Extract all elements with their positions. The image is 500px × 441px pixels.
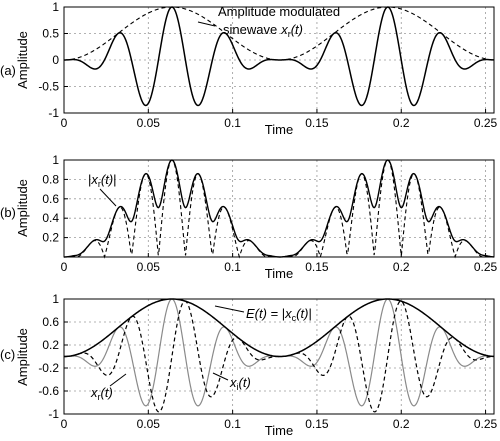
- panel-a: 0 0.05 0.1 0.15 0.2 0.25 -1 -0.5 0 0.5 1 (a) Ampli…: [0, 0, 498, 137]
- panel-b-xtick-label: 0.05: [137, 260, 161, 274]
- panel-a-annotation-pointer: [197, 21, 216, 27]
- panel-b: 0 0.05 0.1 0.15 0.2 0.25 0.2 0.4 0.6 0.8 1 (b) Amp…: [0, 153, 498, 281]
- panel-b-xtick-label: 0: [61, 260, 68, 274]
- panel-b-abs-curve: [63, 159, 495, 259]
- panel-c-ytick-label: -0.2: [38, 361, 59, 375]
- panel-a-ytick-label: -0.5: [38, 80, 59, 94]
- panel-b-annotation-prefix: |: [88, 172, 91, 187]
- panel-c-annotation-envelope: E(t) = |xc(t)|: [246, 306, 312, 323]
- panel-c-xi-symbol: x: [229, 375, 237, 390]
- panel-b-label: (b): [0, 205, 16, 220]
- panel-b-xtick-label: 0.1: [224, 260, 241, 274]
- panel-b-ytick-label: 1: [52, 153, 59, 167]
- panel-a-annotation-symbol: x: [280, 22, 288, 37]
- panel-a-annotation-arg: (t): [291, 22, 303, 37]
- panel-b-xtick-label: 0.2: [393, 260, 410, 274]
- panel-b-ytick-label: 0.6: [42, 192, 59, 206]
- panel-c-xi-sub: i: [237, 382, 239, 392]
- panel-b-xtick-label: 0.15: [305, 260, 329, 274]
- panel-b-annotation-arg: (t): [101, 172, 113, 187]
- panel-c-envelope-pointer: [214, 305, 245, 313]
- panel-a-ytick-label: 1: [52, 0, 59, 14]
- panel-c-ytick-label: -1: [48, 407, 59, 421]
- panel-c-env-arg2: (t): [296, 306, 308, 321]
- panel-a-annotation-line2: sinewave xr(t): [223, 22, 303, 39]
- panel-c-annotation-xi: xi(t): [229, 375, 251, 392]
- panel-a-annotation-sub: r: [288, 29, 291, 39]
- panel-c-grid: [64, 299, 494, 414]
- panel-a-xtick-label: 0.05: [137, 116, 161, 130]
- panel-a-ytick-label: 0: [52, 53, 59, 67]
- panel-a-ytick-label: -1: [48, 106, 59, 120]
- panel-c-xtick-label: 0.1: [224, 417, 241, 431]
- panel-a-xtick-label: 0.15: [305, 116, 329, 130]
- panel-c-xr-symbol: x: [90, 385, 98, 400]
- panel-a-label: (a): [0, 63, 16, 78]
- panel-b-hilbert-curve: [63, 159, 495, 258]
- panel-c-xr-pointer: [109, 373, 127, 387]
- panel-c-ytick-label: -0.6: [38, 384, 59, 398]
- panel-a-xtick-label: 0.1: [224, 116, 241, 130]
- panel-b-annotation: |xr(t)|: [88, 172, 117, 189]
- panel-c-xr-sub: r: [98, 392, 101, 402]
- panel-a-signal-curve: [63, 6, 495, 107]
- panel-a-xtick-label: 0.25: [474, 116, 498, 130]
- panel-c-env-eq: = |: [267, 306, 285, 321]
- panel-c-label: (c): [0, 347, 15, 362]
- panel-c-annotation-xr: xr(t): [90, 385, 113, 402]
- panel-b-annotation-symbol: x: [90, 172, 98, 187]
- panel-b-frame: [63, 159, 495, 258]
- panel-c-xr-arg: (t): [101, 385, 113, 400]
- panel-c-ytick-label: 0.2: [42, 338, 59, 352]
- panel-c-xtick-label: 0: [61, 417, 68, 431]
- panel-c-xlabel: Time: [265, 423, 293, 438]
- panel-b-grid: [64, 160, 494, 257]
- panel-c-ticks: 0 0.05 0.1 0.15 0.2 0.25 -1 -0.6 -0.2 0.2 0.6 1: [38, 292, 497, 431]
- panel-c-xi-pointer: [212, 372, 229, 381]
- panel-c-ylabel: Amplitude: [15, 328, 30, 386]
- panel-c-xtick-label: 0.05: [137, 417, 161, 431]
- panel-a-ytick-label: 0.5: [42, 27, 59, 41]
- panel-c-env-arg: (t): [255, 306, 267, 321]
- panel-a-xtick-label: 0: [61, 116, 68, 130]
- panel-c-xi-arg: (t): [239, 375, 251, 390]
- panel-b-annotation-suffix: |: [113, 172, 116, 187]
- panel-c-env-symbol: x: [284, 306, 292, 321]
- panel-c-envelope-curve: [63, 298, 495, 358]
- panel-a-xtick-label: 0.2: [393, 116, 410, 130]
- panel-c-env-suffix: |: [308, 306, 311, 321]
- panel-c-env-prefix: E: [246, 306, 255, 321]
- panel-c: 0 0.05 0.1 0.15 0.2 0.25 -1 -0.6 -0.2 0.2 0.6 1 (c)…: [0, 292, 498, 438]
- panel-c-ytick-label: 0.6: [42, 315, 59, 329]
- panel-c-xtick-label: 0.25: [474, 417, 498, 431]
- panel-b-xlabel: Time: [265, 266, 293, 281]
- panel-b-annotation-pointer: [99, 188, 117, 207]
- panel-b-ytick-label: 0.4: [42, 211, 59, 225]
- panel-c-xtick-label: 0.15: [305, 417, 329, 431]
- panel-c-frame: [63, 298, 495, 415]
- panel-a-annotation-prefix: sinewave: [223, 22, 277, 37]
- panel-a-annotation-line1: Amplitude modulated: [218, 4, 340, 19]
- panel-b-ticks: 0 0.05 0.1 0.15 0.2 0.25 0.2 0.4 0.6 0.8 1: [42, 153, 497, 274]
- panel-b-xtick-label: 0.25: [474, 260, 498, 274]
- panel-b-ytick-label: 0.8: [42, 172, 59, 186]
- panel-c-ytick-label: 1: [52, 292, 59, 306]
- panel-b-ylabel: Amplitude: [15, 179, 30, 237]
- panel-c-xtick-label: 0.2: [393, 417, 410, 431]
- panel-a-xlabel: Time: [265, 122, 293, 137]
- panel-c-env-sub: c: [292, 313, 297, 323]
- panel-b-annotation-sub: r: [98, 179, 101, 189]
- panel-a-ylabel: Amplitude: [15, 31, 30, 89]
- panel-b-ytick-label: 0.2: [42, 231, 59, 245]
- panel-a-ticks: 0 0.05 0.1 0.15 0.2 0.25 -1 -0.5 0 0.5 1: [38, 0, 497, 130]
